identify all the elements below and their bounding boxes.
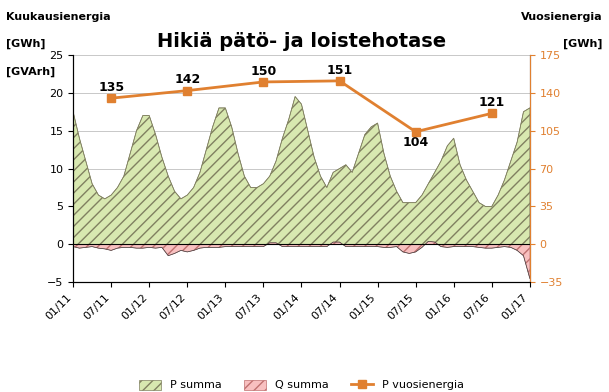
Title: Hikiä pätö- ja loistehotase: Hikiä pätö- ja loistehotase	[157, 31, 446, 51]
Text: 135: 135	[98, 81, 124, 94]
Text: 121: 121	[479, 96, 505, 109]
Text: Vuosienergia: Vuosienergia	[521, 12, 603, 22]
Text: [GVArh]: [GVArh]	[6, 67, 55, 77]
Text: 142: 142	[174, 73, 200, 86]
Text: 104: 104	[403, 136, 429, 149]
Text: [GWh]: [GWh]	[563, 39, 603, 49]
Legend: P summa, Q summa, P vuosienergia: P summa, Q summa, P vuosienergia	[135, 375, 468, 392]
Text: 151: 151	[326, 64, 353, 76]
Text: 150: 150	[250, 65, 276, 78]
Text: [GWh]: [GWh]	[6, 39, 46, 49]
Text: Kuukausienergia: Kuukausienergia	[6, 12, 111, 22]
